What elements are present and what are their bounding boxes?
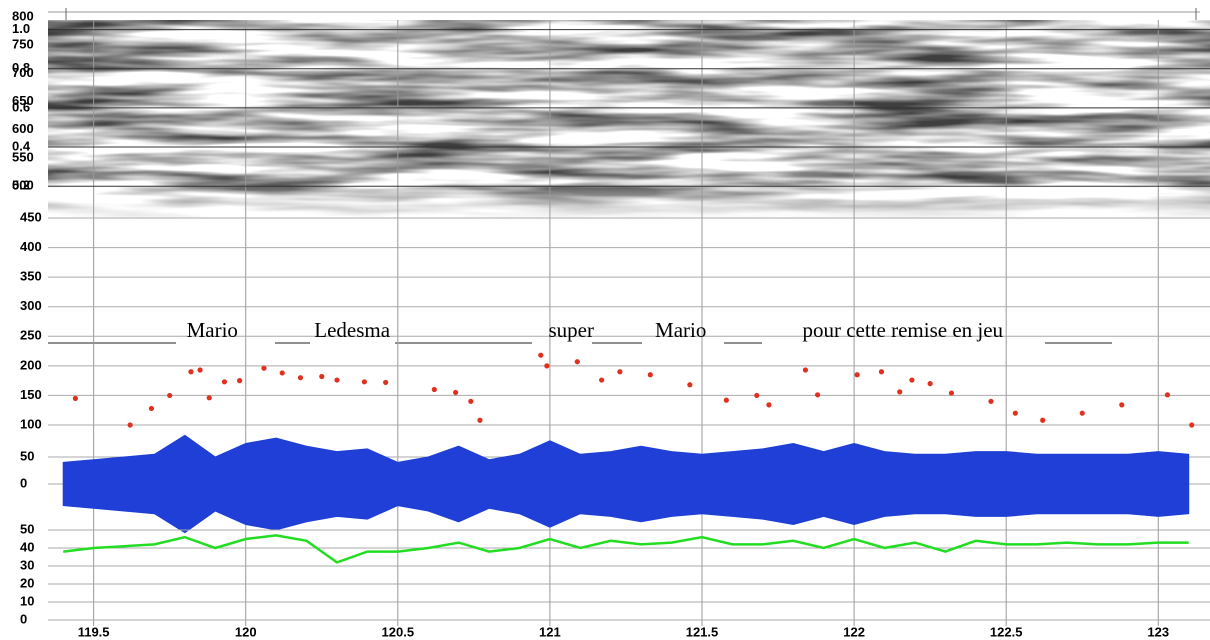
word: Mario [655,318,706,342]
y-tick-label: 1.0 [12,21,30,36]
y-tick-label: 0.6 [12,99,30,114]
word: pour cette remise en jeu [802,318,1003,342]
scrollbar[interactable] [48,8,1200,20]
pitch-point [477,417,483,423]
pitch-point [948,390,955,396]
x-tick-label: 122 [843,624,865,639]
pitch-point [1040,417,1046,423]
pitch-point [188,369,194,375]
word: Ledesma [314,318,390,342]
y-tick-label: 50 [20,521,34,536]
y-tick-label: 0 [20,611,27,626]
pitch-point [261,365,267,371]
x-tick-label: 120.5 [382,624,415,639]
pitch-point [72,395,78,401]
pitch-point [453,389,459,396]
x-tick-label: 122.5 [990,624,1023,639]
pitch-point [599,377,605,383]
pitch-point [854,372,860,378]
pitch-point [206,395,212,401]
y2-tick-label: 700 [12,65,34,80]
pitch-point [814,392,821,398]
y-tick-label: 30 [20,557,34,572]
pitch-point [237,378,243,384]
pitch-point [754,392,760,399]
y-tick-label: 10 [20,593,34,608]
word: super [548,318,594,342]
pitch-point [468,398,474,404]
pitch-point [878,369,885,375]
spectrogram [48,20,1210,220]
y-tick-label: 150 [20,387,42,402]
pitch-point [383,379,389,386]
y2-tick-label: 800 [12,8,34,23]
y-tick-label: 0 [20,475,27,490]
pitch-point [148,405,155,412]
pitch-point [617,369,623,375]
y-tick-label: 0.8 [12,60,30,75]
x-tick-label: 123 [1147,624,1169,639]
y-tick-label: 400 [20,239,42,254]
pitch-point [297,375,304,381]
pitch-point [802,367,809,373]
word: Mario [187,318,238,342]
pitch-point [319,373,325,380]
y2-tick-label: 550 [12,149,34,164]
pitch-point [544,363,550,369]
pitch-point [574,359,580,365]
pitch-point [1189,422,1195,428]
pitch-point [1012,410,1018,416]
y-tick-label: 350 [20,269,42,284]
pitch-point [431,386,437,393]
y-tick-label: 100 [20,416,42,431]
y-tick-label: 20 [20,575,34,590]
y-tick-label: 0.4 [12,138,31,153]
y-tick-label: 300 [20,298,42,313]
pitch-point [197,367,203,373]
y-tick-label: 0.2 [12,178,30,193]
pitch-point [279,370,285,376]
pitch-point [1079,410,1085,416]
x-tick-label: 119.5 [78,624,110,639]
pitch-point [361,379,367,385]
pitch-point [723,397,729,403]
x-tick-label: 120 [235,624,257,639]
x-tick-label: 121.5 [686,624,719,639]
pitch-point [167,392,173,399]
pitch-point [538,352,544,358]
pitch-point [927,381,933,387]
pitch-point [897,389,903,395]
pitch-point [766,402,772,408]
y2-tick-label: 600 [12,121,34,136]
pitch-point [988,398,994,404]
pitch-point [1164,392,1171,398]
x-tick-label: 121 [539,624,561,639]
pitch-point [334,377,340,383]
intensity-line [63,534,1189,564]
y2-tick-label: 750 [12,37,34,52]
y2-tick-label: 500 [12,177,34,192]
y-tick-label: 450 [20,209,42,224]
pitch-point [647,372,653,378]
y2-tick-label: 650 [12,93,34,108]
pitch-point [909,377,915,383]
pitch-point [687,382,693,388]
y-tick-label: 200 [20,357,42,372]
pitch-point [221,379,228,385]
y-tick-label: 50 [20,448,34,463]
waveform [62,434,1190,534]
pitch-point [1119,402,1125,408]
pitch-point [127,422,133,428]
y-tick-label: 250 [20,328,42,343]
y-tick-label: 40 [20,539,34,554]
